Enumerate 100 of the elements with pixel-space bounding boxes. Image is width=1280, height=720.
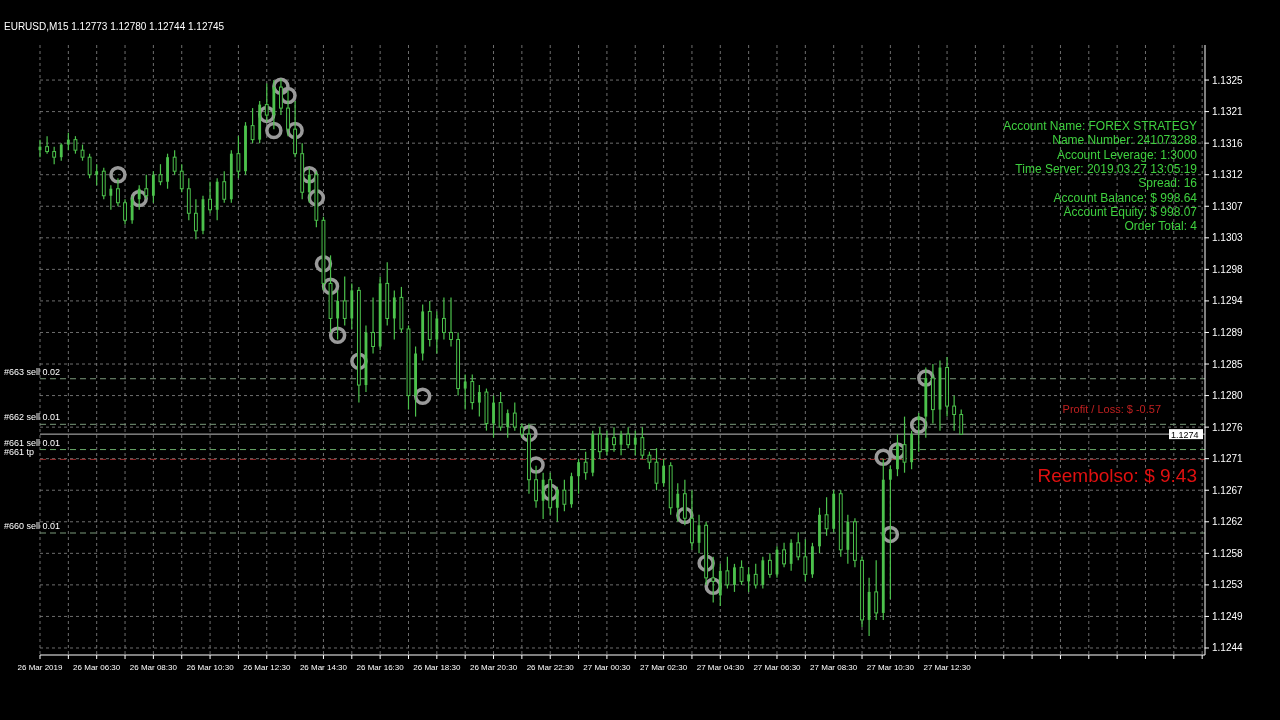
candlestick bbox=[208, 181, 212, 214]
x-tick-label: 26 Mar 2019 bbox=[17, 663, 64, 672]
ref-line-label: #660 sell 0.01 bbox=[4, 521, 61, 531]
x-tick-label: 26 Mar 14:30 bbox=[299, 663, 348, 672]
candlestick bbox=[123, 198, 127, 226]
candlestick bbox=[222, 170, 227, 204]
ref-line-label: #661 sell 0.01 bbox=[4, 437, 61, 448]
x-tick-label: 26 Mar 18:30 bbox=[413, 663, 461, 672]
candlestick bbox=[654, 447, 659, 491]
y-tick-label: 1.1312 bbox=[1212, 169, 1244, 181]
candlestick bbox=[236, 135, 241, 179]
y-tick-label: 1.1267 bbox=[1212, 484, 1244, 496]
point bbox=[265, 121, 283, 140]
x-tick-label: 26 Mar 12:30 bbox=[243, 663, 291, 672]
point bbox=[109, 165, 127, 184]
chart-title: EURUSD,M15 1.12773 1.12780 1.12744 1.12745 bbox=[4, 21, 225, 32]
point bbox=[328, 326, 347, 345]
candlestick bbox=[767, 552, 772, 579]
candlestick bbox=[874, 559, 879, 621]
x-tick-label: 27 Mar 08:30 bbox=[810, 663, 858, 672]
candlestick bbox=[896, 433, 899, 477]
candlestick bbox=[917, 412, 921, 453]
y-tick-label: 1.1303 bbox=[1212, 232, 1244, 244]
ref-line-label: #661 tp bbox=[4, 447, 35, 458]
candlestick bbox=[570, 472, 573, 509]
candlestick bbox=[952, 394, 957, 432]
y-tick-label: 1.1307 bbox=[1212, 200, 1244, 212]
candlestick bbox=[286, 89, 290, 137]
candlestick bbox=[733, 563, 736, 593]
candlestick bbox=[264, 82, 269, 123]
candlestick bbox=[711, 556, 716, 604]
candlestick bbox=[818, 507, 821, 554]
annotation: Order Total: 4 bbox=[1124, 219, 1198, 234]
candlestick bbox=[583, 451, 588, 481]
candlestick bbox=[541, 472, 545, 520]
candlestick bbox=[477, 384, 481, 418]
candlestick bbox=[506, 409, 510, 439]
candlestick bbox=[725, 556, 730, 589]
candlestick bbox=[172, 149, 177, 176]
candlestick bbox=[137, 184, 141, 211]
y-tick-label: 1.1258 bbox=[1212, 547, 1244, 559]
x-tick-label: 27 Mar 04:30 bbox=[696, 663, 745, 672]
x-tick-label: 26 Mar 06:30 bbox=[73, 663, 121, 672]
candlestick bbox=[336, 289, 340, 341]
annotation: Reembolso: $ 9.43 bbox=[1037, 465, 1197, 486]
y-tick-label: 1.1316 bbox=[1212, 137, 1244, 149]
y-tick-label: 1.1289 bbox=[1212, 326, 1244, 338]
candlestick bbox=[512, 401, 517, 432]
candlestick bbox=[45, 135, 49, 155]
candlestick bbox=[442, 296, 446, 341]
y-tick-label: 1.1280 bbox=[1212, 390, 1244, 402]
candlestick bbox=[753, 563, 758, 589]
candlestick bbox=[492, 394, 495, 439]
candlestick bbox=[747, 566, 751, 593]
x-tick-label: 26 Mar 22:30 bbox=[526, 663, 575, 672]
candlestick bbox=[193, 198, 198, 240]
candlestick bbox=[626, 426, 631, 449]
annotation: Account Balance: $ 998.64 bbox=[1053, 190, 1198, 205]
y-tick-label: 1.1321 bbox=[1212, 106, 1244, 118]
candlestick bbox=[250, 107, 255, 144]
candlestick bbox=[244, 121, 247, 176]
candlestick bbox=[179, 163, 184, 193]
x-tick-label: 27 Mar 06:30 bbox=[753, 663, 802, 672]
candlestick bbox=[342, 275, 347, 327]
candlestick bbox=[534, 465, 538, 509]
candlestick bbox=[605, 430, 609, 456]
candlestick bbox=[640, 426, 645, 460]
y-tick-label: 1.1298 bbox=[1212, 263, 1244, 275]
candlestick bbox=[392, 289, 396, 341]
candlestick bbox=[619, 430, 623, 456]
candlestick bbox=[109, 184, 113, 211]
candlestick bbox=[95, 163, 99, 186]
candlestick bbox=[789, 538, 793, 572]
candlestick bbox=[144, 174, 149, 200]
annotation: Name Number: 241073288 bbox=[1052, 133, 1198, 148]
y-tick-label: 1.1262 bbox=[1212, 516, 1244, 528]
x-tick-label: 26 Mar 10:30 bbox=[186, 663, 235, 672]
candlestick bbox=[662, 458, 666, 488]
candlestick bbox=[116, 177, 120, 207]
candlestick bbox=[796, 531, 801, 561]
candlestick bbox=[435, 310, 439, 355]
candlestick bbox=[959, 409, 964, 436]
y-tick-label: 1.1253 bbox=[1212, 579, 1244, 591]
candlestick bbox=[562, 479, 567, 512]
candlestick bbox=[279, 78, 283, 116]
candlestick bbox=[166, 153, 169, 190]
annotation: Account Name: FOREX STRATEGY bbox=[1003, 119, 1197, 133]
candlestick bbox=[902, 416, 907, 474]
candlestick bbox=[449, 296, 453, 348]
ref-line-label: 1.1274 bbox=[1171, 429, 1199, 440]
candlestick bbox=[158, 163, 163, 186]
candlestick bbox=[151, 170, 155, 204]
ref-line-label: #662 sell 0.01 bbox=[4, 412, 61, 423]
x-tick-label: 26 Mar 20:30 bbox=[469, 663, 518, 672]
candlestick bbox=[87, 153, 92, 179]
candlestick bbox=[888, 465, 892, 600]
x-tick-label: 26 Mar 16:30 bbox=[356, 663, 405, 672]
candlestick bbox=[803, 538, 808, 582]
annotation: Account Leverage: 1:3000 bbox=[1056, 147, 1198, 162]
annotation: Time Server: 2019.03.27 13:05:19 bbox=[1015, 161, 1198, 176]
